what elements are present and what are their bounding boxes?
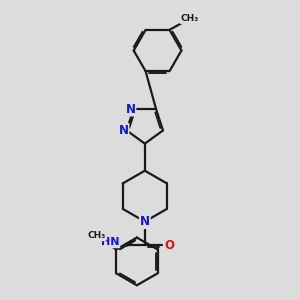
Text: O: O: [164, 239, 175, 252]
Text: N: N: [125, 103, 135, 116]
Text: CH₃: CH₃: [87, 231, 105, 240]
Text: HN: HN: [101, 237, 119, 247]
Text: CH₃: CH₃: [180, 14, 199, 23]
Text: N: N: [140, 215, 150, 228]
Text: N: N: [118, 124, 128, 137]
